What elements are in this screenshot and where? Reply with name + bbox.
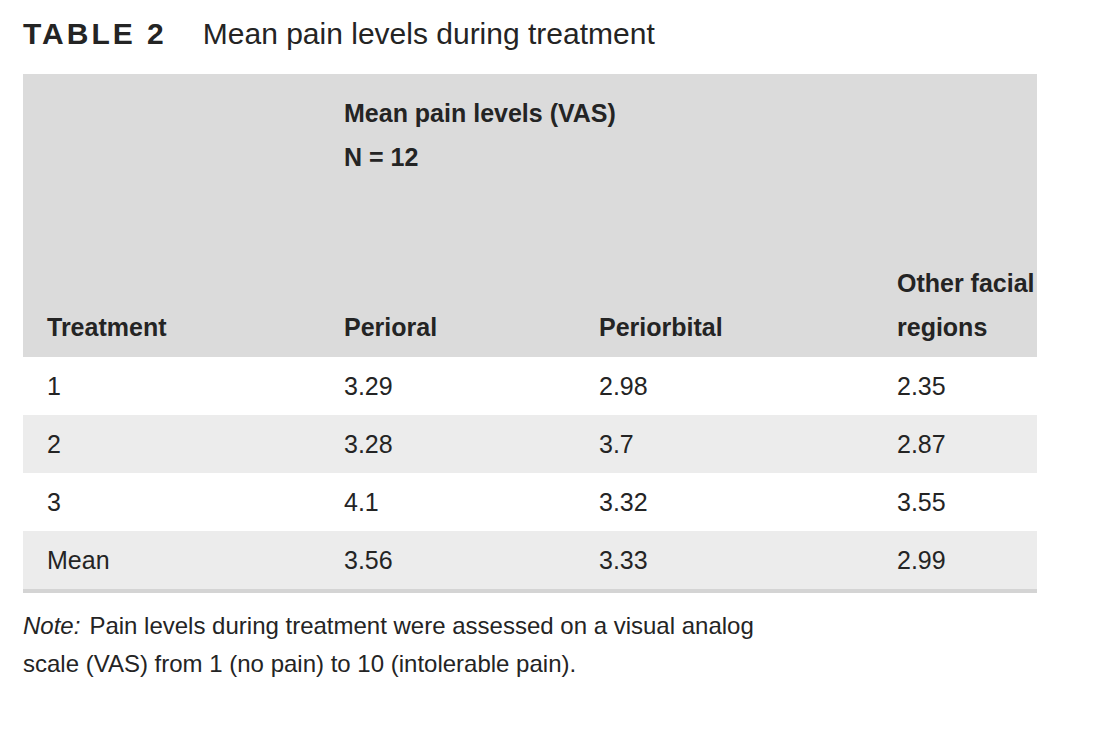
column-header-row: Treatment Perioral Periorbital Other fac…	[23, 261, 1037, 357]
value-cell: 2.87	[873, 430, 1037, 459]
value-cell: 3.33	[575, 546, 873, 575]
note-text-line-2: scale (VAS) from 1 (no pain) to 10 (into…	[23, 645, 1100, 683]
table-title-text: Mean pain levels during treatment	[203, 16, 655, 52]
value-cell: 3.32	[575, 488, 873, 517]
row-header-cell: 2	[23, 430, 320, 459]
value-cell: 3.28	[320, 430, 575, 459]
table-number-label: TABLE 2	[23, 16, 167, 52]
note-line-1: Note: Pain levels during treatment were a…	[23, 607, 1100, 645]
note-text-line-1: Pain levels during treatment were assess…	[89, 612, 753, 639]
spanner-line-1: Mean pain levels (VAS)	[344, 91, 1037, 135]
table-row-mean: Mean 3.56 3.33 2.99	[23, 531, 1037, 589]
note-label: Note:	[23, 612, 80, 639]
table-row: 3 4.1 3.32 3.55	[23, 473, 1037, 531]
value-cell: 2.98	[575, 372, 873, 401]
table-note: Note: Pain levels during treatment were a…	[23, 607, 1100, 683]
table-caption: TABLE 2 Mean pain levels during treatmen…	[23, 16, 1100, 52]
value-cell: 2.99	[873, 546, 1037, 575]
table-row: 2 3.28 3.7 2.87	[23, 415, 1037, 473]
column-spanner: Mean pain levels (VAS) N = 12	[344, 91, 1037, 179]
value-cell: 2.35	[873, 372, 1037, 401]
value-cell: 4.1	[320, 488, 575, 517]
value-cell: 3.56	[320, 546, 575, 575]
value-cell: 3.7	[575, 430, 873, 459]
column-header-other-facial-regions: Other facial regions	[873, 261, 1037, 349]
data-table: Mean pain levels (VAS) N = 12 Treatment …	[23, 74, 1037, 593]
value-cell: 3.55	[873, 488, 1037, 517]
table-row: 1 3.29 2.98 2.35	[23, 357, 1037, 415]
column-header-treatment: Treatment	[23, 305, 320, 349]
column-header-perioral: Perioral	[320, 305, 575, 349]
row-header-cell: 3	[23, 488, 320, 517]
row-header-cell: Mean	[23, 546, 320, 575]
value-cell: 3.29	[320, 372, 575, 401]
row-header-cell: 1	[23, 372, 320, 401]
spanner-line-2: N = 12	[344, 135, 1037, 179]
column-header-periorbital: Periorbital	[575, 305, 873, 349]
table-header: Mean pain levels (VAS) N = 12 Treatment …	[23, 74, 1037, 357]
